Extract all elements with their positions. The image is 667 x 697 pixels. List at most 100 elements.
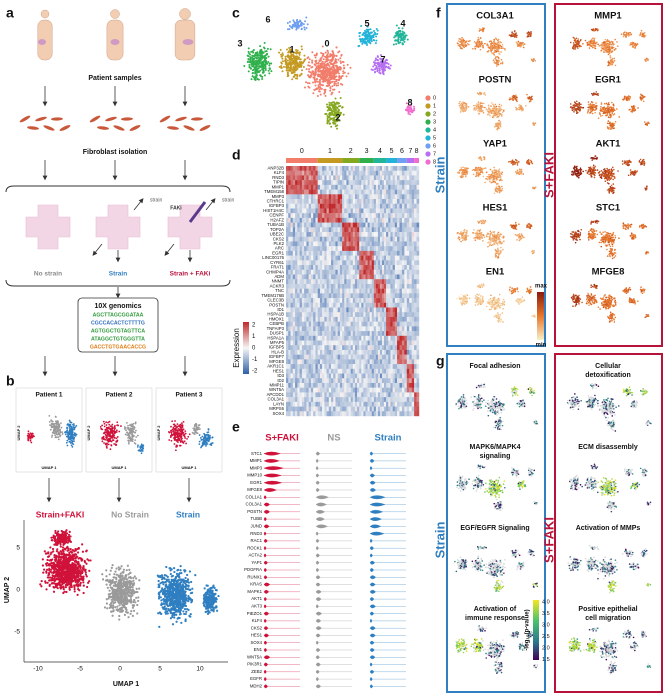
cell-dot [130,429,133,432]
cell-dot [360,25,363,28]
cell-dot [52,534,55,537]
cell-dot [408,110,411,113]
cell-dot [379,64,382,67]
cell-dot [313,77,316,80]
cell-dot [373,61,376,64]
cell-dot [101,424,104,427]
cell-dot [172,612,175,615]
cell-dot [328,71,331,74]
cell-dot [328,111,331,114]
cell-dot [106,444,108,446]
cell-dot [170,439,173,442]
cell-dot [314,71,317,74]
cell-dot [195,431,197,433]
cell-dot [206,602,209,606]
cell-dot [116,587,119,590]
arrow [92,243,103,256]
cell-dot [255,56,258,59]
cell-dot [268,62,271,65]
column-label: 3 [365,148,369,155]
cell-dot [164,599,167,603]
cell-dot [267,61,270,64]
heatmap-cell [292,166,296,171]
cell-dot [120,594,123,597]
cell-dot [327,52,330,55]
cell-dot [286,59,289,62]
cell-dot [179,564,182,568]
cell-dot [178,437,181,440]
cell-dot [44,562,48,565]
cell-dot [207,428,210,430]
cell-dot [296,77,299,80]
cell-dot [376,62,379,65]
cell-dot [378,68,381,71]
cell-dot [324,88,327,91]
cell-dot [129,577,133,580]
cell-dot [67,535,71,538]
cell-dot [57,428,60,431]
cell-dot [358,32,361,35]
cell-dot [103,422,106,425]
cell-dot [174,428,177,430]
cell-dot [250,78,253,81]
cell-dot [287,74,290,77]
cell-dot [64,578,67,581]
cell-dot [125,578,128,581]
cell-dot [183,608,187,611]
cell-dot [296,67,299,70]
cell-dot [62,567,65,570]
cell-dot [73,587,76,591]
cell-dot [332,101,335,104]
cell-dot [79,573,82,576]
cell-dot [109,427,112,430]
cell-dot [174,424,176,427]
cell-dot [279,48,282,51]
cell-dot [72,554,76,558]
strain-well [167,204,213,250]
cell-dot [66,561,70,564]
cell-dot [59,543,62,546]
cell-dot [135,436,138,438]
fibroblast [59,125,71,131]
cell-dot [212,608,215,611]
cell-dot [65,441,68,444]
cell-dot [27,432,30,435]
panel-label: d [232,147,241,163]
cell-dot [108,589,111,592]
cell-dot [172,426,175,429]
cell-dot [400,37,403,40]
cell-dot [376,29,379,32]
cell-dot [64,586,68,589]
cell-dot [248,66,251,69]
cell-dot [373,63,376,66]
cell-dot [60,422,62,425]
cell-dot [47,574,50,577]
cell-dot [99,426,102,428]
heatmap-cell [306,166,309,171]
cell-dot [185,584,188,587]
cell-dot [365,35,368,38]
cell-dot [53,565,56,568]
cell-dot [289,66,292,69]
cluster-label: 1 [289,44,294,54]
cell-dot [341,106,344,109]
cell-dot [291,54,294,57]
cell-dot [71,563,75,566]
cell-dot [398,29,401,32]
cell-dot [395,24,398,27]
cell-dot [171,574,174,577]
cell-dot [334,58,337,61]
cell-dot [69,540,73,543]
cell-dot [374,42,377,45]
cell-dot [75,584,78,587]
cell-dot [251,54,254,57]
cell-dot [382,72,385,75]
cell-dot [86,585,89,589]
cell-dot [107,421,109,424]
cell-dot [315,62,318,65]
cell-dot [372,30,375,33]
cell-dot [175,620,178,623]
cell-dot [119,584,123,588]
cell-dot [326,60,329,63]
legend-label: 4 [433,127,436,133]
